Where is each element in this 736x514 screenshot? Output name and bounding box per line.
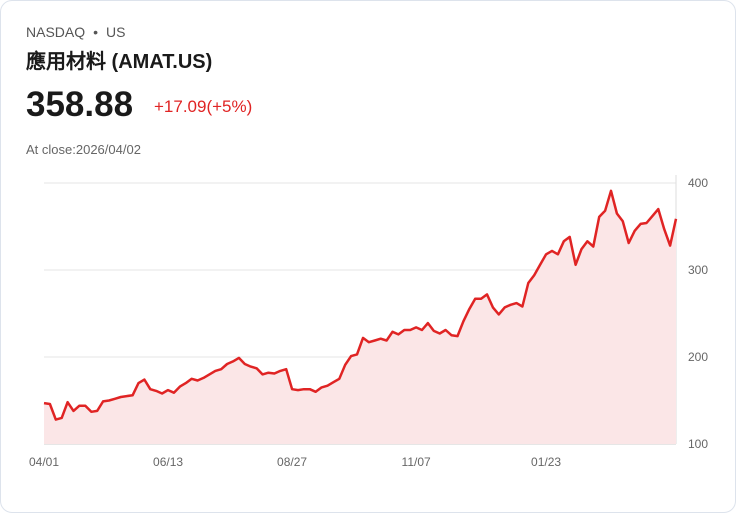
x-tick-label: 11/07 xyxy=(402,455,431,469)
price-area xyxy=(44,190,676,444)
exchange-line: NASDAQ • US xyxy=(26,24,125,40)
stock-title: 應用材料 (AMAT.US) xyxy=(26,51,213,73)
x-tick-label: 01/23 xyxy=(531,455,561,469)
y-tick-label: 400 xyxy=(688,176,708,190)
close-date: At close:2026/04/02 xyxy=(26,142,141,157)
x-tick-label: 04/01 xyxy=(29,455,59,469)
separator: • xyxy=(93,24,99,40)
stock-price: 358.88 xyxy=(26,85,134,124)
y-tick-label: 300 xyxy=(688,263,708,277)
x-tick-label: 06/13 xyxy=(153,455,183,469)
market-name: US xyxy=(106,24,126,40)
y-tick-label: 100 xyxy=(688,437,708,451)
price-change: +17.09(+5%) xyxy=(154,97,253,116)
exchange-name: NASDAQ xyxy=(26,24,86,40)
x-tick-label: 08/27 xyxy=(277,455,307,469)
price-line xyxy=(43,189,678,421)
y-tick-label: 200 xyxy=(688,350,708,364)
